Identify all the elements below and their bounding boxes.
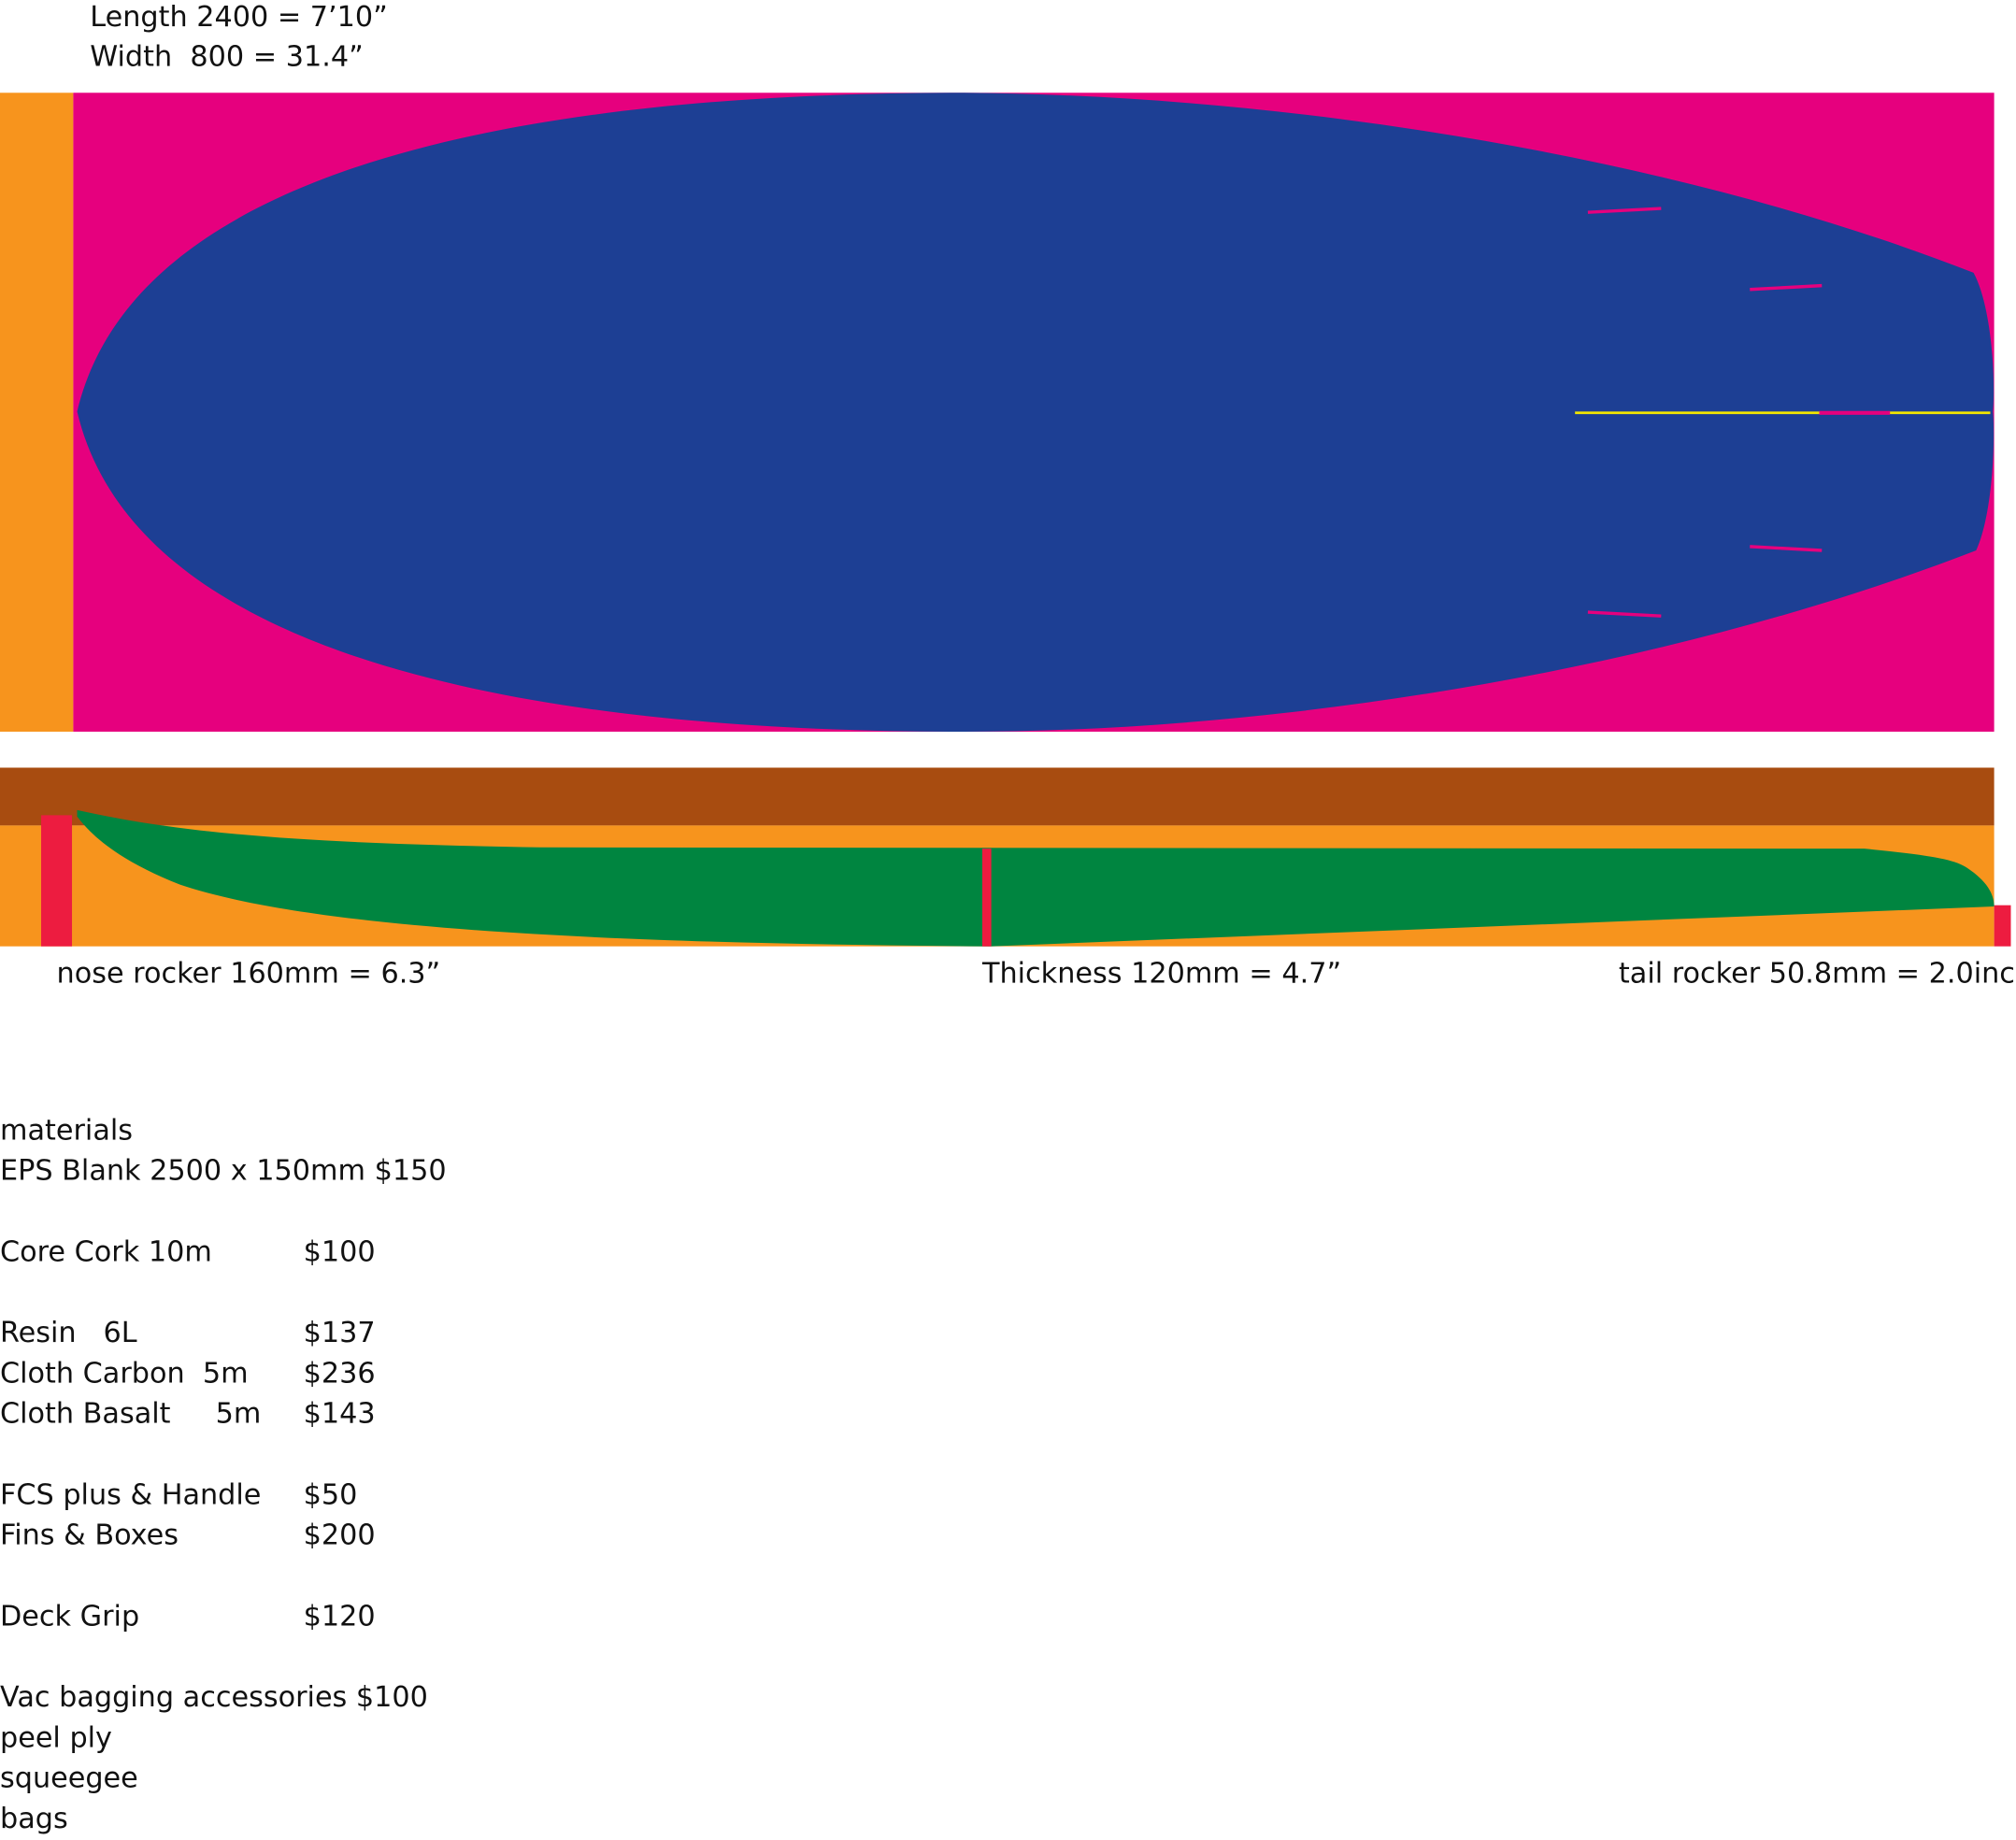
material-price: $50 xyxy=(304,1478,358,1511)
material-item: Cloth Basalt 5m xyxy=(0,1398,261,1431)
orange-strip xyxy=(0,93,74,732)
tail-rocker-label: tail rocker 50.8mm = 2.0inch xyxy=(1619,957,2016,990)
nose-rocker-label: nose rocker 160mm = 6.3” xyxy=(57,957,441,990)
width-label: Width 800 = 31.4” xyxy=(90,41,363,74)
board-profile xyxy=(77,809,1995,947)
fins xyxy=(1587,207,1823,618)
material-item: Fins & Boxes xyxy=(0,1519,179,1552)
tail-marker xyxy=(1994,905,2011,947)
material-item: Cloth Carbon 5m xyxy=(0,1357,249,1390)
material-item: squeegee xyxy=(0,1762,138,1795)
material-item: bags xyxy=(0,1803,68,1835)
board-outline xyxy=(77,93,1995,732)
fin xyxy=(1750,545,1823,552)
thickness-marker xyxy=(981,849,992,947)
material-price: $100 xyxy=(304,1235,376,1268)
length-label: Length 2400 = 7’10” xyxy=(90,1,388,34)
material-item: FCS plus & Handle xyxy=(0,1478,261,1511)
material-item: Vac bagging accessories $100 xyxy=(0,1681,428,1714)
fin xyxy=(1750,283,1823,292)
thickness-label: Thickness 120mm = 4.7” xyxy=(981,957,1341,990)
materials-title: materials xyxy=(0,1114,133,1147)
brown-band xyxy=(0,767,1995,826)
material-price: $143 xyxy=(304,1398,376,1431)
nose-marker xyxy=(41,815,73,947)
material-price: $200 xyxy=(304,1519,376,1552)
material-price: $120 xyxy=(304,1600,376,1633)
material-price: $236 xyxy=(304,1357,376,1390)
material-item: Core Cork 10m xyxy=(0,1235,212,1268)
material-item: Resin 6L xyxy=(0,1317,137,1349)
fin xyxy=(1587,207,1662,214)
fin xyxy=(1587,610,1662,618)
material-item: Deck Grip xyxy=(0,1600,139,1633)
material-item: peel ply xyxy=(0,1721,112,1754)
material-price: $137 xyxy=(304,1317,376,1349)
material-item: EPS Blank 2500 x 150mm $150 xyxy=(0,1155,447,1188)
